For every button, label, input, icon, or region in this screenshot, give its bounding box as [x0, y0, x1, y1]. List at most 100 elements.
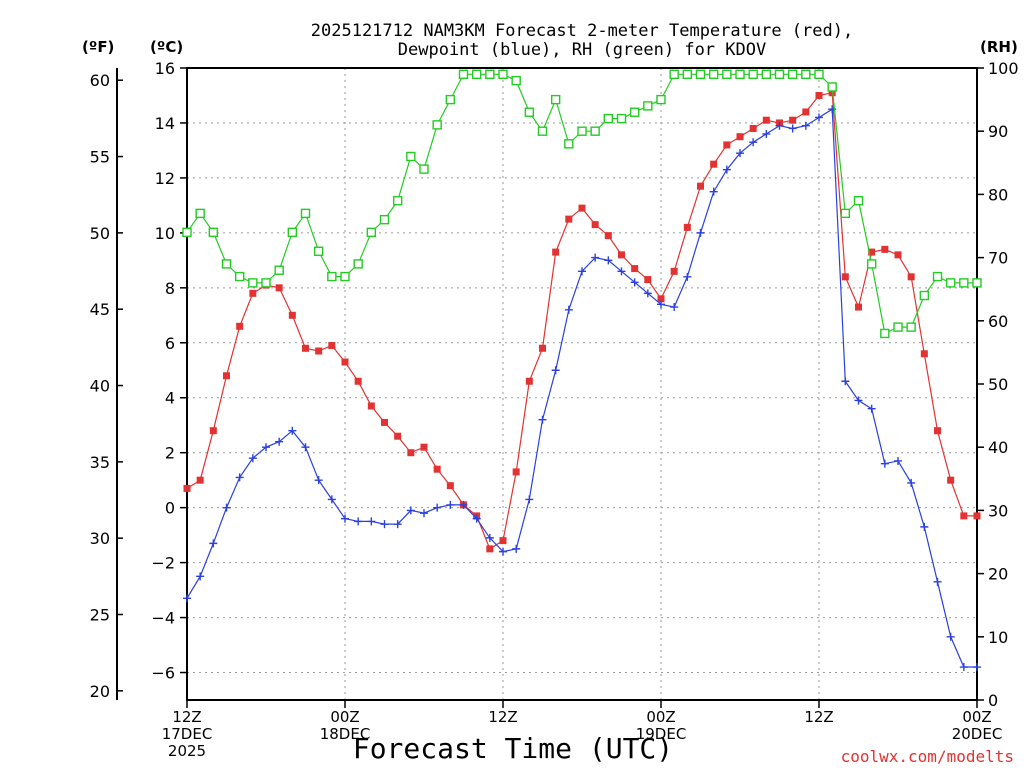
- dewpoint-point: [867, 404, 876, 413]
- dewpoint-point: [288, 426, 297, 435]
- dewpoint-point: [880, 459, 889, 468]
- celsius-tick-label: 0: [165, 499, 175, 518]
- rh-point: [735, 69, 745, 80]
- rh-point: [261, 278, 271, 288]
- fahrenheit-tick-label: 45: [90, 300, 110, 319]
- temperature-point: [236, 322, 244, 330]
- temperature-point: [275, 284, 283, 292]
- x-tick-label: 00Z: [646, 708, 675, 726]
- dewpoint-point: [538, 415, 547, 424]
- temperature-point: [631, 265, 639, 273]
- celsius-tick-label: 2: [165, 444, 175, 463]
- credit-text: coolwx.com/modelts: [841, 747, 1014, 766]
- dewpoint-point: [459, 500, 468, 509]
- rh-point: [748, 69, 758, 80]
- rh-point: [814, 69, 824, 80]
- rh-point: [366, 227, 377, 238]
- rh-point: [880, 328, 890, 339]
- rh-point: [893, 322, 903, 332]
- dewpoint-point: [670, 303, 679, 312]
- temperature-point: [249, 289, 257, 297]
- rh-point: [327, 271, 337, 282]
- temperature-point: [354, 377, 362, 385]
- dewpoint-point: [248, 454, 257, 463]
- rh-point: [208, 227, 219, 238]
- rh-point: [682, 69, 693, 80]
- temperature-point: [736, 133, 744, 141]
- dewpoint-point: [657, 300, 665, 309]
- temperature-point: [789, 116, 797, 124]
- temperature-point: [907, 273, 915, 281]
- rh-tick-label: 50: [988, 375, 1008, 394]
- temperature-point: [433, 465, 441, 473]
- dewpoint-point: [551, 366, 560, 375]
- temperature-point: [539, 344, 546, 352]
- x-tick-label: 2025: [168, 742, 206, 760]
- temperature-point: [920, 350, 928, 358]
- rh-point: [959, 278, 969, 288]
- dewpoint-point: [762, 129, 771, 138]
- rh-tick-label: 40: [988, 438, 1008, 457]
- temperature-point: [973, 512, 981, 520]
- rh-point: [248, 278, 258, 288]
- dewpoint-point: [696, 228, 705, 237]
- x-tick-label: 18DEC: [320, 725, 371, 743]
- fahrenheit-tick-label: 35: [90, 453, 110, 472]
- temperature-point: [604, 232, 612, 240]
- dewpoint-point: [788, 124, 797, 133]
- rh-point: [774, 69, 785, 80]
- dewpoint-point: [841, 377, 850, 386]
- rh-point: [761, 69, 772, 80]
- x-tick-label: 12Z: [172, 708, 201, 726]
- celsius-tick-label: 16: [155, 59, 175, 78]
- rh-point: [313, 246, 324, 256]
- temperature-point: [420, 443, 428, 451]
- rh-point: [643, 101, 653, 111]
- plot-frame: [186, 67, 978, 701]
- rh-tick-label: 90: [988, 122, 1008, 141]
- temperature-point: [394, 432, 402, 440]
- rh-tick-label: 70: [988, 249, 1008, 268]
- rh-point: [498, 69, 508, 80]
- temperature-point: [683, 223, 691, 231]
- dewpoint-point: [749, 138, 758, 147]
- temperature-point: [881, 245, 889, 253]
- temperature-point: [697, 182, 704, 190]
- temperature-point: [407, 449, 415, 457]
- temperature-point: [591, 221, 599, 229]
- temperature-point: [499, 537, 507, 545]
- dewpoint-point: [341, 514, 349, 523]
- rh-tick-label: 80: [988, 185, 1008, 204]
- dewpoint-point: [209, 539, 218, 548]
- rh-point: [550, 94, 561, 105]
- rh-point: [524, 107, 535, 117]
- x-tick-label: 19DEC: [636, 725, 687, 743]
- rh-point: [564, 139, 574, 149]
- temperature-point: [815, 91, 823, 99]
- temperature-point: [723, 141, 731, 149]
- dewpoint-point: [420, 509, 428, 518]
- x-tick-label: 00Z: [962, 708, 991, 726]
- temperature-point: [446, 482, 454, 490]
- temperature-point: [802, 108, 810, 116]
- rh-point: [801, 69, 811, 80]
- temperature-point: [934, 427, 941, 435]
- rh-point: [972, 278, 982, 288]
- rh-point: [722, 69, 732, 80]
- dewpoint-point: [683, 272, 692, 281]
- fahrenheit-tick-label: 60: [90, 71, 110, 90]
- rh-point: [669, 69, 679, 80]
- series-line-dewpoint: [186, 108, 977, 668]
- celsius-tick-label: 10: [155, 224, 175, 243]
- dewpoint-point: [235, 473, 244, 482]
- temperature-point: [868, 248, 876, 256]
- celsius-tick-label: −2: [151, 554, 175, 573]
- x-axis-title: Forecast Time (UTC): [353, 732, 673, 765]
- x-tick-label: 17DEC: [162, 725, 213, 743]
- rh-point: [590, 126, 600, 136]
- rh-tick-label: 10: [988, 628, 1008, 647]
- dewpoint-point: [736, 149, 744, 158]
- temperature-point: [762, 116, 770, 124]
- rh-point: [274, 265, 284, 275]
- dewpoint-point: [722, 165, 731, 174]
